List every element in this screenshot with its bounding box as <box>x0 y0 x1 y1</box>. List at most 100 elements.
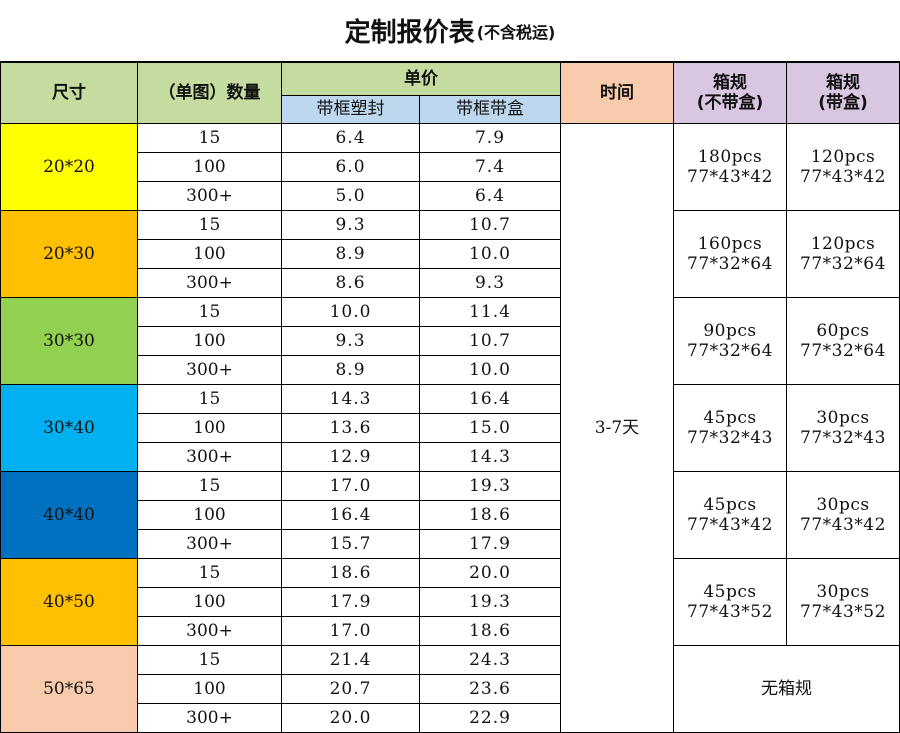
table-row: 30*40 15 14.3 16.4 45pcs 77*32*43 30pcs 77*32*4… <box>0 384 900 472</box>
price-framed-plastic: 8.6 <box>281 268 420 298</box>
price-framed-plastic: 18.6 <box>281 558 420 588</box>
price-framed-box: 11.4 <box>419 297 561 327</box>
pack-dims: 77*43*52 <box>687 602 773 622</box>
price-framed-box: 18.6 <box>419 616 561 646</box>
price-framed-box: 7.4 <box>419 152 561 182</box>
header-framed-box: 带框带盒 <box>419 95 561 124</box>
pack-box-cell: 30pcs 77*32*43 <box>786 384 900 472</box>
table-row: 300+ 8.9 10.0 <box>1 355 900 385</box>
size-cell: 50*65 <box>0 645 138 733</box>
table-row: 40*40 15 17.0 19.3 45pcs 77*43*42 30pcs 77*43*4… <box>0 471 900 559</box>
pack-pcs: 120pcs <box>810 146 876 167</box>
pack-box-cell: 30pcs 77*43*52 <box>786 558 900 646</box>
pack-pcs: 45pcs <box>703 494 757 515</box>
quantity-cell: 300+ <box>137 529 282 559</box>
no-pack-cell: 无箱规 <box>673 645 900 733</box>
pack-pcs: 45pcs <box>703 581 757 602</box>
table-row: 100 13.6 15.0 <box>1 413 900 443</box>
table-row: 20*20 15 6.4 7.9 3-7天 180pcs 77*43*42 120pcs 77*… <box>0 123 900 733</box>
pack-box-cell: 120pcs 77*32*64 <box>786 210 900 298</box>
quantity-cell: 15 <box>137 558 282 588</box>
price-framed-box: 9.3 <box>419 268 561 298</box>
price-framed-plastic: 14.3 <box>281 384 420 414</box>
quantity-cell: 300+ <box>137 442 282 472</box>
page-title: 定制报价表 (不含税运) <box>0 0 900 62</box>
price-framed-box: 20.0 <box>419 558 561 588</box>
quantity-cell: 300+ <box>137 355 282 385</box>
quantity-cell: 100 <box>137 674 282 704</box>
pack-box-cell: 120pcs 77*43*42 <box>786 123 900 211</box>
table-row: 20*30 15 9.3 10.7 160pcs 77*32*64 120pcs 77*32*… <box>0 210 900 298</box>
quantity-cell: 15 <box>137 123 282 153</box>
price-framed-box: 7.9 <box>419 123 561 153</box>
price-framed-plastic: 12.9 <box>281 442 420 472</box>
pack-box-cell: 30pcs 77*43*42 <box>786 471 900 559</box>
header-pack-box-line1: 箱规 <box>826 72 860 93</box>
price-framed-plastic: 5.0 <box>281 181 420 211</box>
title-main: 定制报价表 <box>344 18 475 48</box>
price-framed-plastic: 17.0 <box>281 616 420 646</box>
quantity-cell: 15 <box>137 297 282 327</box>
table-row: 100 8.9 10.0 <box>1 239 900 269</box>
pack-dims: 77*43*52 <box>800 602 886 622</box>
header-unit-price: 单价 <box>281 62 561 96</box>
table-row: 300+ 15.7 17.9 <box>1 529 900 559</box>
pack-dims: 77*32*64 <box>800 254 886 274</box>
price-framed-plastic: 17.9 <box>281 587 420 617</box>
price-framed-box: 24.3 <box>419 645 561 675</box>
price-framed-box: 22.9 <box>419 703 561 733</box>
title-subtitle: (不含税运) <box>476 22 556 42</box>
pack-pcs: 45pcs <box>703 407 757 428</box>
quantity-cell: 300+ <box>137 181 282 211</box>
table-row: 300+ 20.0 22.9 <box>1 703 900 733</box>
size-cell: 30*30 <box>0 297 138 385</box>
pack-dims: 77*43*42 <box>800 515 886 535</box>
quantity-cell: 100 <box>137 239 282 269</box>
pack-dims: 77*43*42 <box>800 167 886 187</box>
price-framed-plastic: 20.0 <box>281 703 420 733</box>
pack-dims: 77*32*64 <box>800 341 886 361</box>
size-cell: 20*30 <box>0 210 138 298</box>
quantity-cell: 100 <box>137 413 282 443</box>
table-row: 100 16.4 18.6 <box>1 500 900 530</box>
price-framed-box: 10.7 <box>419 210 561 240</box>
price-framed-plastic: 9.3 <box>281 210 420 240</box>
price-framed-plastic: 10.0 <box>281 297 420 327</box>
price-table: 尺寸 （单图）数量 单价 时间 箱规 (不带盒) 箱规 (带盒) 带框塑封 带框… <box>0 62 900 733</box>
size-cell: 20*20 <box>0 123 138 211</box>
table-row: 30*30 15 10.0 11.4 90pcs 77*32*64 60pcs 77*32*6… <box>0 297 900 385</box>
price-framed-box: 15.0 <box>419 413 561 443</box>
price-framed-plastic: 6.4 <box>281 123 420 153</box>
table-row: 100 9.3 10.7 <box>1 326 900 356</box>
pack-pcs: 160pcs <box>697 233 763 254</box>
quantity-cell: 15 <box>137 210 282 240</box>
pack-no-box-cell: 45pcs 77*43*42 <box>673 471 787 559</box>
pack-dims: 77*32*64 <box>687 341 773 361</box>
header-pack-box: 箱规 (带盒) <box>786 62 900 124</box>
quantity-cell: 100 <box>137 326 282 356</box>
pack-no-box-cell: 160pcs 77*32*64 <box>673 210 787 298</box>
table-row: 300+ 5.0 6.4 <box>1 181 900 211</box>
price-framed-box: 10.0 <box>419 355 561 385</box>
quantity-cell: 100 <box>137 587 282 617</box>
quantity-cell: 15 <box>137 645 282 675</box>
pack-no-box-cell: 180pcs 77*43*42 <box>673 123 787 211</box>
pack-pcs: 60pcs <box>816 320 870 341</box>
price-framed-box: 6.4 <box>419 181 561 211</box>
pack-pcs: 90pcs <box>703 320 757 341</box>
table-row: 100 6.0 7.4 <box>1 152 900 182</box>
size-cell: 30*40 <box>0 384 138 472</box>
header-quantity: （单图）数量 <box>137 62 282 124</box>
header-size: 尺寸 <box>0 62 138 124</box>
price-framed-box: 19.3 <box>419 587 561 617</box>
delivery-time: 3-7天 <box>560 123 674 733</box>
header-pack-no-box-line1: 箱规 <box>713 72 747 93</box>
price-framed-box: 19.3 <box>419 471 561 501</box>
price-framed-plastic: 15.7 <box>281 529 420 559</box>
pack-pcs: 30pcs <box>816 581 870 602</box>
price-framed-box: 10.0 <box>419 239 561 269</box>
pack-no-box-cell: 45pcs 77*43*52 <box>673 558 787 646</box>
quantity-cell: 300+ <box>137 616 282 646</box>
quantity-cell: 100 <box>137 500 282 530</box>
price-framed-plastic: 16.4 <box>281 500 420 530</box>
